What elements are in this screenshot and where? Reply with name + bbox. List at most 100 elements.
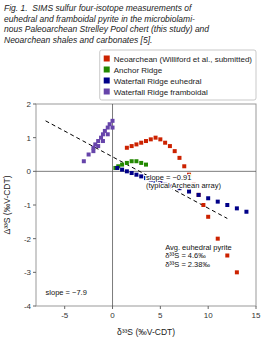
point xyxy=(130,144,134,148)
point xyxy=(225,254,229,258)
point xyxy=(216,200,220,204)
point xyxy=(197,193,201,197)
scatter-series xyxy=(125,136,239,275)
point xyxy=(163,141,167,145)
legend: Neoarchean (Williford et al., submitted)… xyxy=(100,50,256,100)
point xyxy=(125,169,129,173)
scatter-series xyxy=(115,166,248,214)
legend-swatch xyxy=(104,56,110,62)
y-tick xyxy=(33,171,36,172)
title: Fig. 1. SIMS sulfur four-isotope measure… xyxy=(4,3,209,45)
title-line: euhedral and framboidal pyrite in the mi… xyxy=(4,14,195,24)
y-axis-label: Δ³³S (‰V-CDT) xyxy=(2,175,12,234)
point xyxy=(235,270,239,274)
zero-line-x xyxy=(112,104,113,306)
plot-frame xyxy=(36,104,256,306)
point xyxy=(99,136,103,140)
y-tick xyxy=(33,306,36,307)
x-tick-label: -5 xyxy=(61,311,69,320)
y-tick xyxy=(33,205,36,206)
title-line: Neoarchean shales and carbonates [5]. xyxy=(4,35,152,45)
point xyxy=(216,237,220,241)
point xyxy=(91,149,95,153)
x-axis-label: δ³³S (‰V-CDT) xyxy=(117,327,175,337)
legend-frame xyxy=(100,50,256,100)
point xyxy=(120,163,124,167)
x-tick xyxy=(112,306,113,309)
point xyxy=(144,139,148,143)
point xyxy=(87,153,91,157)
reference-line xyxy=(46,121,228,219)
legend-swatch xyxy=(104,67,110,73)
y-tick-label: -2 xyxy=(24,235,32,244)
y-tick-label: 2 xyxy=(27,100,32,109)
y-tick xyxy=(33,104,36,105)
point xyxy=(182,164,186,168)
x-tick-label: 15 xyxy=(252,311,261,320)
scatter-series xyxy=(113,159,148,170)
legend-label: Anchor Ridge xyxy=(114,66,163,75)
point xyxy=(225,203,229,207)
y-tick-label: -3 xyxy=(24,268,32,277)
point xyxy=(139,161,143,165)
marks xyxy=(46,119,249,275)
annotation-line: δ³³S = 2.38‰ xyxy=(165,260,210,269)
point xyxy=(144,163,148,167)
legend-swatch xyxy=(104,78,110,84)
point xyxy=(139,141,143,145)
chart: Fig. 1. SIMS sulfur four-isotope measure… xyxy=(0,0,264,341)
axes: -5051015-4-3-2-1012 xyxy=(24,100,261,320)
y-tick xyxy=(33,238,36,239)
point xyxy=(139,174,143,178)
point xyxy=(149,137,153,141)
point xyxy=(120,168,124,172)
annotation-line: (typical Archean array) xyxy=(146,181,222,190)
legend-label: Waterfall Ridge framboidal xyxy=(114,88,208,97)
point xyxy=(244,210,248,214)
title-line: Fig. 1. SIMS sulfur four-isotope measure… xyxy=(4,3,193,13)
point xyxy=(206,215,210,219)
point xyxy=(206,196,210,200)
annotation: slope = −7.9 xyxy=(46,288,87,297)
annotation: slope = −0.91(typical Archean array) xyxy=(146,173,222,191)
point xyxy=(201,203,205,207)
point xyxy=(82,159,86,163)
point xyxy=(197,193,201,197)
y-tick-label: -1 xyxy=(24,201,32,210)
x-tick-label: 0 xyxy=(110,311,115,320)
point xyxy=(130,171,134,175)
point xyxy=(103,129,107,133)
point xyxy=(173,149,177,153)
point xyxy=(235,206,239,210)
annotation-line: slope = −7.9 xyxy=(46,288,87,297)
zero-line-y xyxy=(36,171,256,172)
x-tick xyxy=(208,306,209,309)
point xyxy=(154,136,158,140)
point xyxy=(130,159,134,163)
point xyxy=(177,156,181,160)
x-tick xyxy=(256,306,257,309)
point xyxy=(134,159,138,163)
point xyxy=(93,142,97,146)
y-tick xyxy=(33,272,36,273)
point xyxy=(108,122,112,126)
title-line: nous Paleoarchean Strelley Pool chert (t… xyxy=(4,24,209,34)
x-tick xyxy=(160,306,161,309)
annotation: Avg. euhedral pyriteδ³³S = 4.6‰δ³³S = 2.… xyxy=(165,243,232,269)
legend-swatch xyxy=(104,89,110,95)
y-tick-label: 0 xyxy=(27,167,32,176)
x-tick xyxy=(64,306,65,309)
legend-label: Neoarchean (Williford et al., submitted) xyxy=(114,55,253,64)
point xyxy=(134,142,138,146)
y-tick-label: -4 xyxy=(24,302,32,311)
point xyxy=(115,166,119,170)
x-tick-label: 10 xyxy=(204,311,213,320)
y-tick xyxy=(33,137,36,138)
point xyxy=(134,173,138,177)
point xyxy=(125,146,129,150)
point xyxy=(168,144,172,148)
point xyxy=(125,161,129,165)
legend-label: Waterfall Ridge euhedral xyxy=(114,77,202,86)
annotations: slope = −0.91(typical Archean array) slop… xyxy=(46,173,232,297)
point xyxy=(158,137,162,141)
